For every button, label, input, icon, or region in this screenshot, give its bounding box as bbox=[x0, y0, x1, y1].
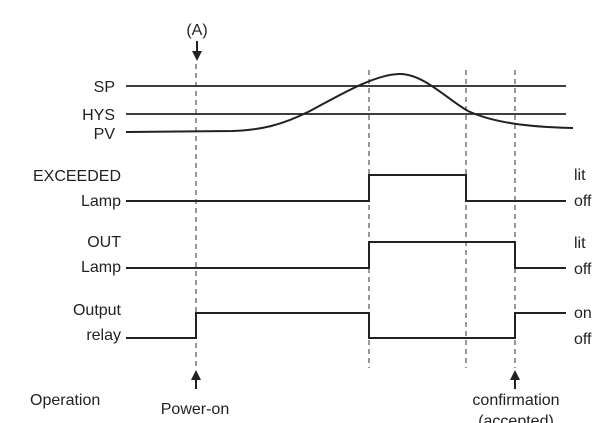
out-lamp-state-off: off bbox=[574, 261, 592, 278]
output-relay-state-on: on bbox=[574, 305, 592, 322]
exceeded-lamp-trace bbox=[126, 174, 566, 202]
exceeded-lamp-label-line2: Lamp bbox=[81, 193, 121, 210]
pv-label: PV bbox=[94, 126, 116, 143]
confirmation-label: confirmation bbox=[472, 392, 559, 409]
out-lamp-label-line2: Lamp bbox=[81, 259, 121, 276]
confirmation-arrow-icon bbox=[510, 370, 520, 389]
exceeded-lamp-state-lit: lit bbox=[574, 167, 586, 184]
output-relay-state-off: off bbox=[574, 331, 592, 348]
power-on-label: Power-on bbox=[161, 401, 229, 418]
marker-a-arrow-icon bbox=[192, 41, 202, 61]
marker-a-label: (A) bbox=[186, 22, 207, 39]
hys-label: HYS bbox=[82, 107, 115, 124]
output-relay-label-line1: Output bbox=[73, 302, 122, 319]
out-lamp-state-lit: lit bbox=[574, 235, 586, 252]
pv-curve bbox=[125, 72, 574, 133]
power-on-arrow-icon bbox=[191, 370, 201, 389]
sp-label: SP bbox=[94, 79, 115, 96]
exceeded-lamp-state-off: off bbox=[574, 193, 592, 210]
operation-label: Operation bbox=[30, 392, 100, 409]
out-lamp-trace bbox=[126, 241, 566, 269]
accepted-label: (accepted) bbox=[478, 413, 554, 423]
exceeded-lamp-label-line1: EXCEEDED bbox=[33, 168, 121, 185]
output-relay-label-line2: relay bbox=[86, 327, 121, 344]
output-relay-trace bbox=[126, 312, 566, 339]
out-lamp-label-line1: OUT bbox=[87, 234, 121, 251]
